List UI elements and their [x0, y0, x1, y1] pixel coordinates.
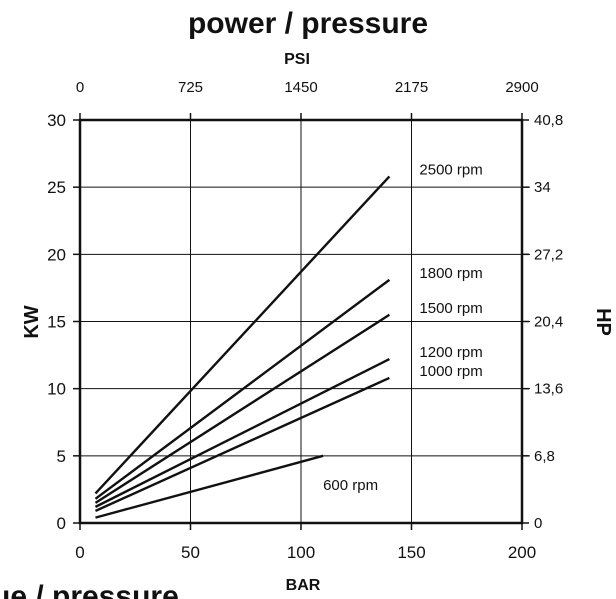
series-label: 1000 rpm — [419, 363, 482, 380]
series-line — [94, 313, 391, 504]
series-line — [95, 454, 324, 519]
x-axis-label: BAR — [286, 577, 321, 594]
right-tick-label: 40,8 — [534, 112, 563, 129]
series-line — [94, 278, 391, 500]
series-line — [94, 358, 390, 508]
y-tick-label: 5 — [57, 447, 66, 466]
series-label: 1500 rpm — [419, 300, 482, 317]
series-line — [94, 376, 390, 513]
right-tick-label: 0 — [534, 515, 542, 532]
x-tick-label: 100 — [287, 543, 315, 562]
y-tick-label: 30 — [47, 111, 66, 130]
right-tick-label: 6,8 — [534, 448, 555, 465]
x-tick-label: 0 — [75, 543, 84, 562]
top-axis-label: PSI — [284, 51, 310, 68]
right-tick-label: 27,2 — [534, 246, 563, 263]
series-label: 1200 rpm — [419, 344, 482, 361]
y-tick-label: 0 — [57, 514, 66, 533]
y-axis-ticks: 0 5 10 15 20 25 30 — [47, 111, 80, 533]
y-tick-label: 15 — [47, 313, 66, 332]
series-line — [94, 175, 391, 495]
x-axis-ticks: 0 50 100 150 200 — [75, 523, 536, 562]
series-label: 1800 rpm — [419, 265, 482, 282]
y-axis-label: KW — [21, 305, 43, 338]
top-tick-label: 725 — [178, 79, 203, 96]
right-tick-label: 20,4 — [534, 314, 563, 331]
top-tick-label: 1450 — [284, 79, 317, 96]
series-lines — [94, 175, 391, 519]
y-tick-label: 10 — [47, 380, 66, 399]
x-tick-label: 200 — [508, 543, 536, 562]
right-tick-label: 13,6 — [534, 381, 563, 398]
top-tick-label: 2900 — [505, 79, 538, 96]
bottom-caption: ue / pressure — [0, 580, 179, 599]
series-label: 2500 rpm — [419, 161, 482, 178]
series-labels: 2500 rpm 1800 rpm 1500 rpm 1200 rpm 1000 rpm… — [323, 161, 483, 493]
right-axis-label: HP — [592, 308, 614, 336]
series-label: 600 rpm — [323, 477, 378, 494]
top-tick-label: 2175 — [395, 79, 428, 96]
right-tick-label: 34 — [534, 179, 551, 196]
y-tick-label: 25 — [47, 178, 66, 197]
top-tick-label: 0 — [76, 79, 84, 96]
y-tick-label: 20 — [47, 245, 66, 264]
chart-title: power / pressure — [188, 7, 428, 40]
right-axis-ticks: 0 6,8 13,6 20,4 27,2 34 40,8 — [522, 112, 563, 532]
grid-lines — [80, 120, 530, 523]
top-axis-ticks: 0 725 1450 2175 2900 — [76, 79, 539, 120]
x-tick-label: 50 — [181, 543, 200, 562]
x-tick-label: 150 — [397, 543, 425, 562]
